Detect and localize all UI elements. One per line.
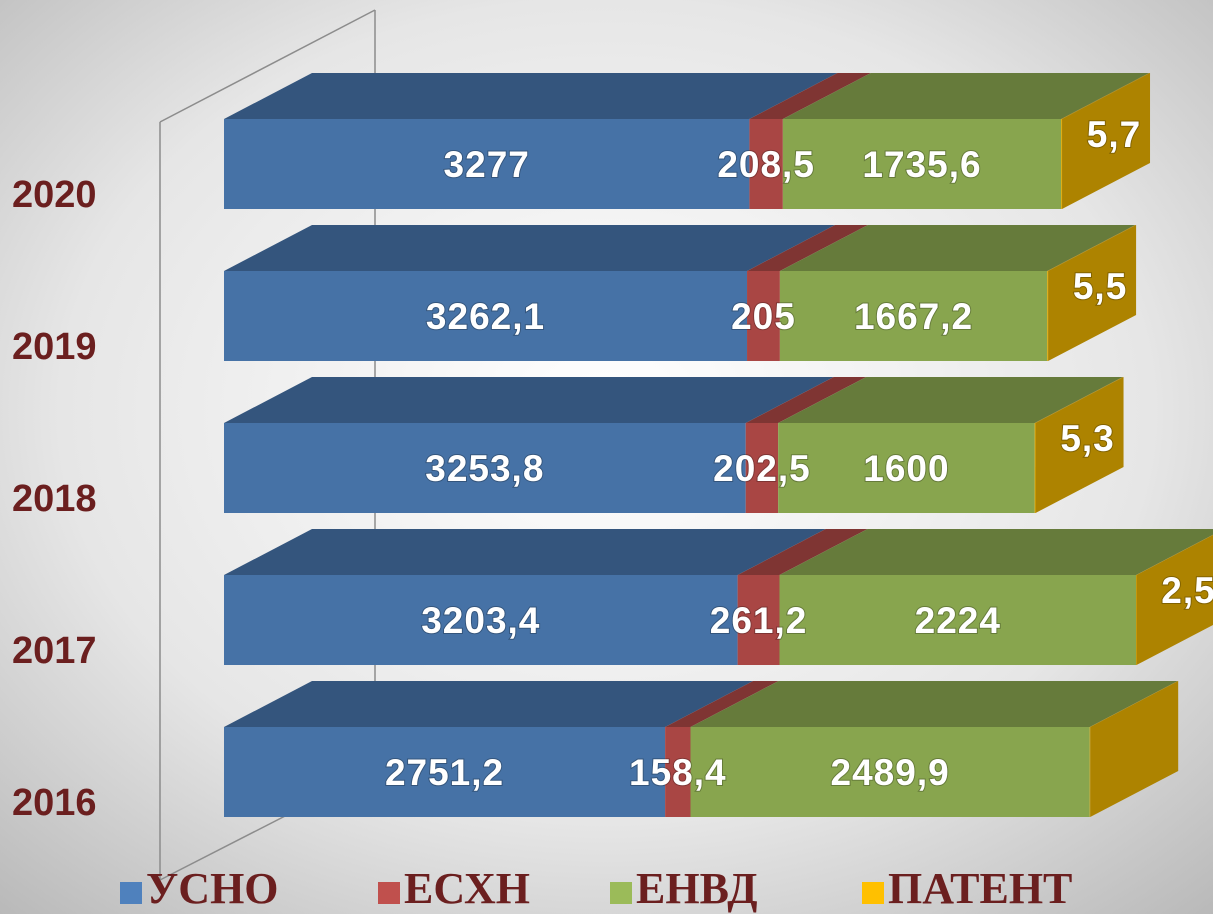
bar-top	[224, 377, 834, 423]
data-label: 5,7	[1087, 114, 1141, 155]
data-label: 158,4	[629, 752, 727, 793]
bar	[690, 727, 1090, 817]
bar	[224, 575, 738, 665]
bar-top	[779, 529, 1213, 575]
legend-swatch	[862, 882, 884, 904]
data-label: 2751,2	[385, 752, 504, 793]
legend-swatch	[378, 882, 400, 904]
bar	[782, 119, 1062, 209]
data-label: 5,3	[1060, 418, 1114, 459]
bar	[1089, 727, 1091, 817]
bar-top	[690, 681, 1178, 727]
bar-side	[1048, 225, 1137, 361]
y-tick-label: 2020	[12, 174, 97, 216]
legend-label: ЕСХН	[404, 864, 530, 913]
bar-side	[1062, 73, 1151, 209]
bar	[224, 271, 748, 361]
data-label: 2489,9	[831, 752, 950, 793]
data-label: 1600	[863, 448, 949, 489]
bar-top	[1061, 73, 1151, 119]
data-label: 5,5	[1073, 266, 1127, 307]
legend-swatch	[610, 882, 632, 904]
y-tick-label: 2016	[12, 782, 97, 824]
bar-top	[747, 225, 868, 271]
bar-top	[1089, 681, 1179, 727]
bar-top	[782, 73, 1150, 119]
y-tick-label: 2018	[12, 478, 97, 520]
bar-top	[1047, 225, 1137, 271]
bar	[778, 423, 1035, 513]
bar	[224, 119, 750, 209]
bar	[749, 119, 783, 209]
bar	[745, 423, 779, 513]
y-tick-label: 2017	[12, 630, 97, 672]
bar	[1034, 423, 1036, 513]
bar	[747, 271, 780, 361]
legend-label: ЕНВД	[636, 864, 758, 913]
data-label: 2,5	[1161, 570, 1213, 611]
data-label: 3203,4	[421, 600, 540, 641]
bar-side	[1035, 377, 1124, 513]
data-label: 1667,2	[854, 296, 973, 337]
bar	[224, 423, 746, 513]
bar-side	[1090, 681, 1179, 817]
data-label: 3253,8	[425, 448, 544, 489]
bar	[1136, 575, 1137, 665]
bar-top	[224, 681, 754, 727]
data-label: 208,5	[717, 144, 815, 185]
data-label: 3262,1	[426, 296, 545, 337]
legend-swatch	[120, 882, 142, 904]
data-label: 202,5	[713, 448, 811, 489]
bar	[665, 727, 691, 817]
bar-top	[779, 225, 1136, 271]
data-label: 205	[731, 296, 796, 337]
data-label: 3277	[444, 144, 530, 185]
y-tick-label: 2019	[12, 326, 97, 368]
bar-top	[778, 377, 1123, 423]
bar	[779, 575, 1137, 665]
bar	[1047, 271, 1049, 361]
data-label: 261,2	[710, 600, 808, 641]
bar	[779, 271, 1048, 361]
data-label: 2224	[915, 600, 1001, 641]
bar-top	[224, 529, 826, 575]
bar-top	[1136, 534, 1213, 575]
bar-top	[749, 73, 871, 119]
legend-label: УСНО	[146, 864, 279, 913]
bar-top	[737, 529, 868, 575]
bar-top	[224, 225, 836, 271]
bar-top	[745, 377, 867, 423]
bar-top	[1034, 377, 1124, 423]
data-label: 1735,6	[862, 144, 981, 185]
bar-top	[224, 73, 838, 119]
bar-side	[1136, 534, 1213, 665]
bar	[1061, 119, 1063, 209]
bar-top	[665, 681, 779, 727]
bar	[224, 727, 666, 817]
legend-label: ПАТЕНТ	[888, 864, 1072, 913]
bar	[737, 575, 780, 665]
